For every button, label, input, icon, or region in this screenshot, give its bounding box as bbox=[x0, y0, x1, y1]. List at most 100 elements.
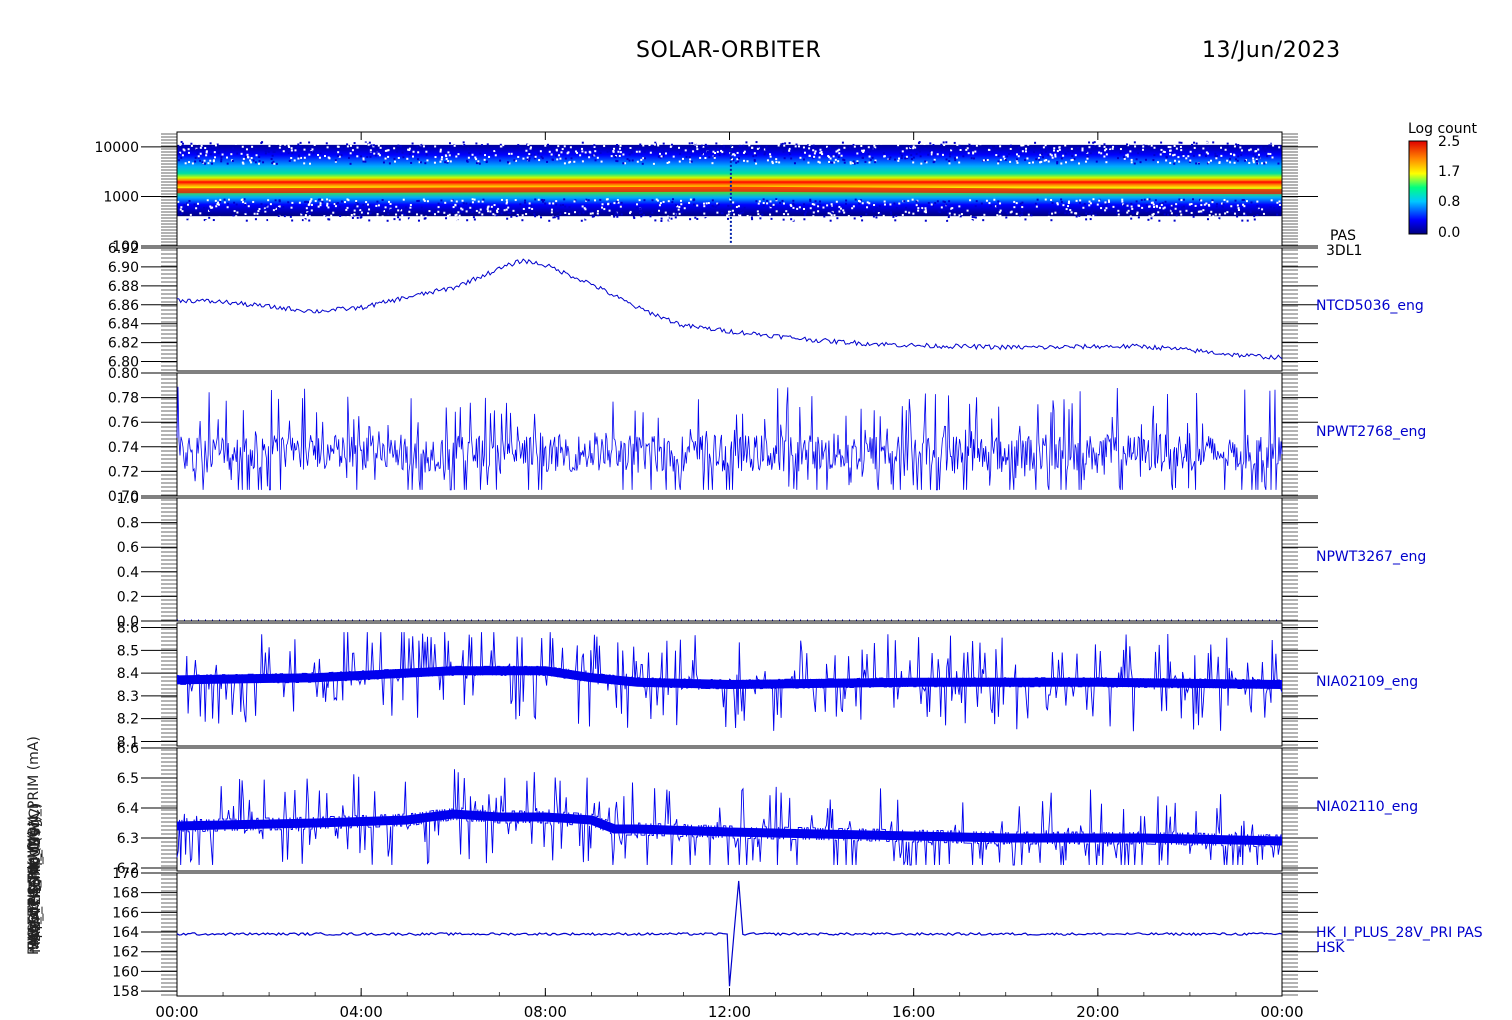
speckle-dot bbox=[798, 206, 801, 209]
speckle-dot bbox=[182, 148, 185, 151]
speckle-dot bbox=[283, 143, 286, 146]
speckle-dot bbox=[555, 154, 558, 157]
speckle-dot bbox=[357, 208, 360, 211]
y-tick-label: 166 bbox=[112, 905, 139, 921]
speckle-dot bbox=[721, 212, 724, 215]
speckle-dot bbox=[462, 141, 465, 144]
speckle-dot bbox=[1256, 162, 1259, 165]
speckle-dot bbox=[288, 159, 291, 162]
speckle-dot bbox=[948, 160, 951, 163]
speckle-dot bbox=[1215, 205, 1218, 208]
speckle-dot bbox=[482, 198, 485, 201]
speckle-dot bbox=[505, 199, 508, 202]
speckle-dot bbox=[1276, 201, 1279, 204]
speckle-dot bbox=[211, 206, 214, 209]
speckle-dot bbox=[1191, 143, 1194, 146]
speckle-dot bbox=[519, 203, 522, 206]
speckle-dot bbox=[1194, 204, 1197, 207]
speckle-dot bbox=[671, 201, 674, 204]
speckle-dot bbox=[1060, 201, 1063, 204]
speckle-dot bbox=[1269, 206, 1272, 209]
speckle-dot bbox=[684, 149, 687, 152]
speckle-dot bbox=[878, 205, 881, 208]
speckle-dot bbox=[999, 202, 1002, 205]
speckle-dot bbox=[351, 216, 354, 219]
speckle-dot bbox=[326, 146, 329, 149]
speckle-dot bbox=[688, 142, 691, 145]
speckle-dot bbox=[594, 199, 597, 202]
speckle-dot bbox=[1193, 141, 1196, 144]
speckle-dot bbox=[574, 199, 577, 202]
speckle-dot bbox=[1146, 198, 1149, 201]
speckle-dot bbox=[513, 159, 516, 162]
speckle-dot bbox=[236, 152, 239, 155]
speckle-dot bbox=[906, 157, 909, 160]
speckle-dot bbox=[326, 204, 329, 207]
speckle-dot bbox=[960, 217, 963, 220]
speckle-dot bbox=[1085, 150, 1088, 153]
y-tick-label: 0.74 bbox=[108, 440, 139, 456]
speckle-dot bbox=[573, 160, 576, 163]
speckle-dot bbox=[1071, 150, 1074, 153]
speckle-dot bbox=[740, 148, 743, 151]
speckle-dot bbox=[278, 200, 281, 203]
speckle-dot bbox=[1117, 216, 1120, 219]
speckle-dot bbox=[396, 150, 399, 153]
speckle-dot bbox=[260, 203, 263, 206]
speckle-dot bbox=[1147, 143, 1150, 146]
speckle-dot bbox=[374, 150, 377, 153]
speckle-dot bbox=[733, 154, 736, 157]
speckle-dot bbox=[763, 152, 766, 155]
speckle-dot bbox=[181, 154, 184, 157]
speckle-dot bbox=[931, 219, 934, 222]
speckle-dot bbox=[457, 153, 460, 156]
speckle-dot bbox=[817, 205, 820, 208]
speckle-dot bbox=[254, 161, 257, 164]
speckle-dot bbox=[1147, 218, 1150, 221]
speckle-dot bbox=[388, 162, 391, 165]
speckle-dot bbox=[274, 207, 277, 210]
speckle-dot bbox=[1250, 201, 1253, 204]
speckle-dot bbox=[814, 200, 817, 203]
speckle-dot bbox=[1255, 158, 1258, 161]
speckle-dot bbox=[775, 158, 778, 161]
speckle-dot bbox=[1073, 157, 1076, 160]
speckle-dot bbox=[216, 143, 219, 146]
speckle-dot bbox=[539, 150, 542, 153]
speckle-dot bbox=[831, 154, 834, 157]
speckle-dot bbox=[1195, 142, 1198, 145]
speckle-dot bbox=[1065, 208, 1068, 211]
speckle-dot bbox=[1189, 159, 1192, 162]
speckle-dot bbox=[305, 207, 308, 210]
speckle-dot bbox=[817, 210, 820, 213]
speckle-dot bbox=[242, 162, 245, 165]
speckle-dot bbox=[267, 150, 270, 153]
speckle-dot bbox=[245, 148, 248, 151]
speckle-dot bbox=[681, 157, 684, 160]
speckle-dot bbox=[1159, 151, 1162, 154]
speckle-dot bbox=[727, 210, 730, 213]
speckle-dot bbox=[781, 199, 784, 202]
speckle-dot bbox=[1098, 145, 1101, 148]
speckle-dot bbox=[614, 156, 617, 159]
speckle-dot bbox=[674, 216, 677, 219]
speckle-dot bbox=[943, 209, 946, 212]
speckle-dot bbox=[1020, 144, 1023, 147]
speckle-dot bbox=[209, 153, 212, 156]
speckle-dot bbox=[440, 142, 443, 145]
speckle-dot bbox=[208, 147, 211, 150]
speckle-dot bbox=[1050, 219, 1053, 222]
speckle-dot bbox=[1156, 205, 1159, 208]
speckle-dot bbox=[1154, 199, 1157, 202]
y-tick-label: 1.0 bbox=[117, 491, 139, 507]
speckle-dot bbox=[321, 200, 324, 203]
speckle-dot bbox=[629, 210, 632, 213]
speckle-dot bbox=[364, 142, 367, 145]
speckle-dot bbox=[212, 219, 215, 222]
speckle-dot bbox=[615, 212, 618, 215]
speckle-dot bbox=[1188, 160, 1191, 163]
speckle-dot bbox=[753, 159, 756, 162]
speckle-dot bbox=[1180, 216, 1183, 219]
speckle-dot bbox=[220, 160, 223, 163]
speckle-dot bbox=[1235, 143, 1238, 146]
